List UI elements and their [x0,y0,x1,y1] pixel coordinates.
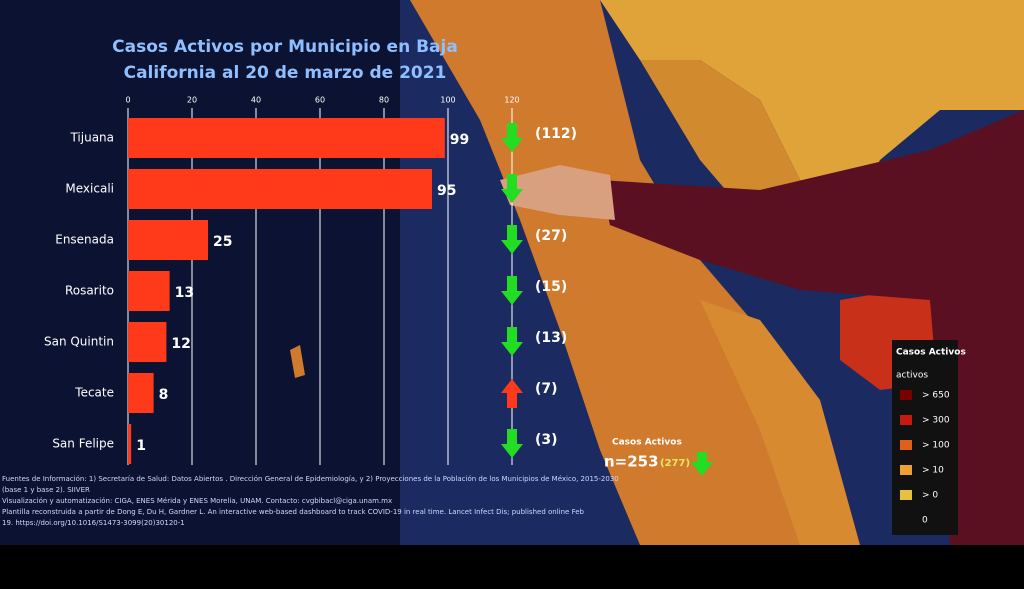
category-label: San Felipe [52,437,114,451]
map-region [600,0,1024,200]
x-tick-label: 120 [504,96,519,105]
legend-swatch [900,465,912,475]
footnote: Visualización y automatización: CIGA, EN… [2,497,393,505]
chart-title: Casos Activos por Municipio en Baja Cali… [112,37,458,83]
legend-swatch [900,515,912,525]
previous-label: (7) [535,381,558,397]
category-label: Mexicali [65,182,114,196]
total-value: n=253 [604,453,659,471]
legend-label: > 300 [922,416,950,426]
value-label: 25 [213,234,232,250]
bar [128,118,445,158]
trend-arrow [501,379,523,408]
trend-arrow [501,174,523,203]
bar [128,220,208,260]
x-tick-label: 80 [379,96,389,105]
footnote: Plantilla reconstruida a partir de Dong … [2,508,584,516]
trend-arrow [501,429,523,458]
bar [128,373,154,413]
total-label: Casos Activos [612,438,682,448]
legend-label: > 0 [922,491,938,501]
trend-arrow [501,123,523,152]
bar [128,322,167,362]
x-tick-label: 60 [315,96,325,105]
legend-label: 0 [922,516,928,526]
category-label: Tijuana [69,131,114,145]
bar [128,169,432,209]
previous-label: (27) [535,228,567,244]
person [600,110,1024,545]
previous-label: (3) [535,432,558,448]
legend-label: > 650 [922,391,950,401]
value-label: 1 [136,438,146,454]
legend-label: > 10 [922,466,944,476]
trend-arrow [501,327,523,356]
footnote: Fuentes de Información: 1) Secretaría de… [2,475,619,483]
footnote: 19. https://doi.org/10.1016/S1473-3099(2… [2,519,185,527]
trend-arrow [501,276,523,305]
bar [128,271,170,311]
legend-swatch [900,440,912,450]
previous-label: (112) [535,126,577,142]
value-label: 12 [171,336,190,352]
legend-label: > 100 [922,441,950,451]
value-label: 95 [437,183,456,199]
legend-box [892,340,958,535]
total-previous: (277) [660,458,690,469]
legend-swatch [900,390,912,400]
footnote: (base 1 y base 2). SIIVER [2,486,90,494]
category-label: Ensenada [55,233,114,247]
legend-subtitle: activos [896,371,928,381]
map-island [290,345,305,378]
category-label: Tecate [74,386,114,400]
value-label: 13 [175,285,194,301]
value-label: 99 [450,132,469,148]
legend-swatch [900,415,912,425]
trend-arrow [501,225,523,254]
bottom-band [0,545,1024,589]
legend-title: Casos Activos [896,348,966,358]
legend-swatch [900,490,912,500]
previous-label: (15) [535,279,567,295]
map-region [410,0,850,545]
x-tick-label: 20 [187,96,197,105]
footnotes: Fuentes de Información: 1) Secretaría de… [2,474,762,529]
category-label: Rosarito [65,284,114,298]
map-region [700,300,860,545]
x-tick-label: 40 [251,96,261,105]
x-tick-label: 0 [125,96,130,105]
value-label: 8 [159,387,169,403]
total-arrow [691,452,713,476]
category-label: San Quintin [44,335,114,349]
previous-label: (13) [535,330,567,346]
bar [128,424,132,464]
hand [500,165,615,220]
x-tick-label: 100 [440,96,455,105]
